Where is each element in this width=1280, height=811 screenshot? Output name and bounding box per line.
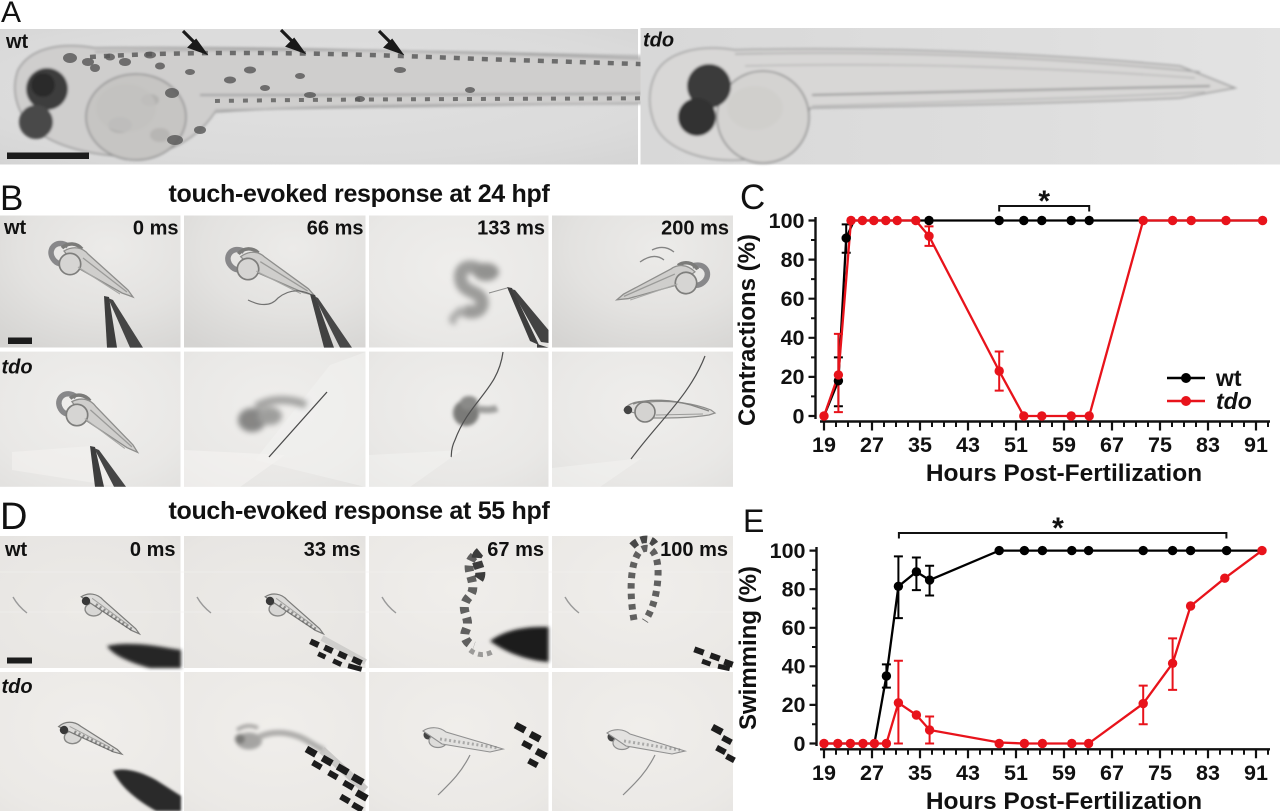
svg-text:60: 60 <box>782 616 806 640</box>
svg-text:200 ms: 200 ms <box>661 218 729 240</box>
svg-text:Hours Post-Fertilization: Hours Post-Fertilization <box>926 460 1202 487</box>
svg-text:E: E <box>743 503 764 539</box>
svg-text:C: C <box>740 178 765 217</box>
svg-text:27: 27 <box>860 433 884 457</box>
svg-text:B: B <box>0 179 23 218</box>
svg-text:touch-evoked response at 55 hp: touch-evoked response at 55 hpf <box>168 497 550 525</box>
svg-text:20: 20 <box>781 365 805 389</box>
svg-text:wt: wt <box>1215 365 1242 391</box>
svg-text:60: 60 <box>781 287 805 311</box>
svg-text:40: 40 <box>782 655 806 679</box>
svg-text:tdo: tdo <box>643 30 674 52</box>
svg-text:67 ms: 67 ms <box>487 539 544 561</box>
svg-text:66 ms: 66 ms <box>307 218 364 240</box>
svg-text:91: 91 <box>1244 433 1268 457</box>
svg-text:*: * <box>1052 512 1064 545</box>
svg-text:67: 67 <box>1100 433 1124 457</box>
svg-text:59: 59 <box>1052 433 1076 457</box>
svg-text:A: A <box>1 0 21 29</box>
svg-text:0 ms: 0 ms <box>133 218 179 240</box>
svg-text:35: 35 <box>908 761 932 785</box>
svg-text:20: 20 <box>782 693 806 717</box>
svg-text:tdo: tdo <box>1216 388 1252 414</box>
svg-text:133 ms: 133 ms <box>477 218 545 240</box>
svg-text:35: 35 <box>908 433 932 457</box>
svg-text:touch-evoked response at 24 hp: touch-evoked response at 24 hpf <box>168 180 550 208</box>
svg-text:0: 0 <box>793 404 805 428</box>
svg-text:83: 83 <box>1196 761 1220 785</box>
svg-text:19: 19 <box>812 433 836 457</box>
svg-text:51: 51 <box>1004 433 1028 457</box>
svg-text:wt: wt <box>4 539 28 561</box>
svg-text:40: 40 <box>781 326 805 350</box>
svg-text:27: 27 <box>860 761 884 785</box>
svg-text:Hours Post-Fertilization: Hours Post-Fertilization <box>926 788 1202 811</box>
svg-text:80: 80 <box>781 248 805 272</box>
svg-text:Swimming (%): Swimming (%) <box>735 566 762 730</box>
svg-text:wt: wt <box>3 217 27 239</box>
svg-text:100: 100 <box>770 539 806 563</box>
svg-text:75: 75 <box>1148 761 1172 785</box>
svg-text:43: 43 <box>956 761 980 785</box>
svg-text:33 ms: 33 ms <box>304 539 361 561</box>
svg-text:tdo: tdo <box>2 357 33 379</box>
svg-text:83: 83 <box>1196 433 1220 457</box>
svg-text:100 ms: 100 ms <box>660 539 728 561</box>
svg-text:75: 75 <box>1148 433 1172 457</box>
svg-text:*: * <box>1038 185 1050 218</box>
svg-text:tdo: tdo <box>2 676 33 698</box>
svg-text:0 ms: 0 ms <box>130 539 176 561</box>
svg-text:67: 67 <box>1100 761 1124 785</box>
svg-text:51: 51 <box>1004 761 1028 785</box>
svg-text:43: 43 <box>956 433 980 457</box>
svg-text:100: 100 <box>769 209 805 233</box>
svg-text:19: 19 <box>812 761 836 785</box>
svg-text:80: 80 <box>782 578 806 602</box>
svg-text:Contractions (%): Contractions (%) <box>734 234 761 426</box>
svg-text:D: D <box>0 496 27 538</box>
svg-text:0: 0 <box>794 732 806 756</box>
svg-text:91: 91 <box>1244 761 1268 785</box>
svg-text:wt: wt <box>5 31 29 53</box>
svg-text:59: 59 <box>1052 761 1076 785</box>
